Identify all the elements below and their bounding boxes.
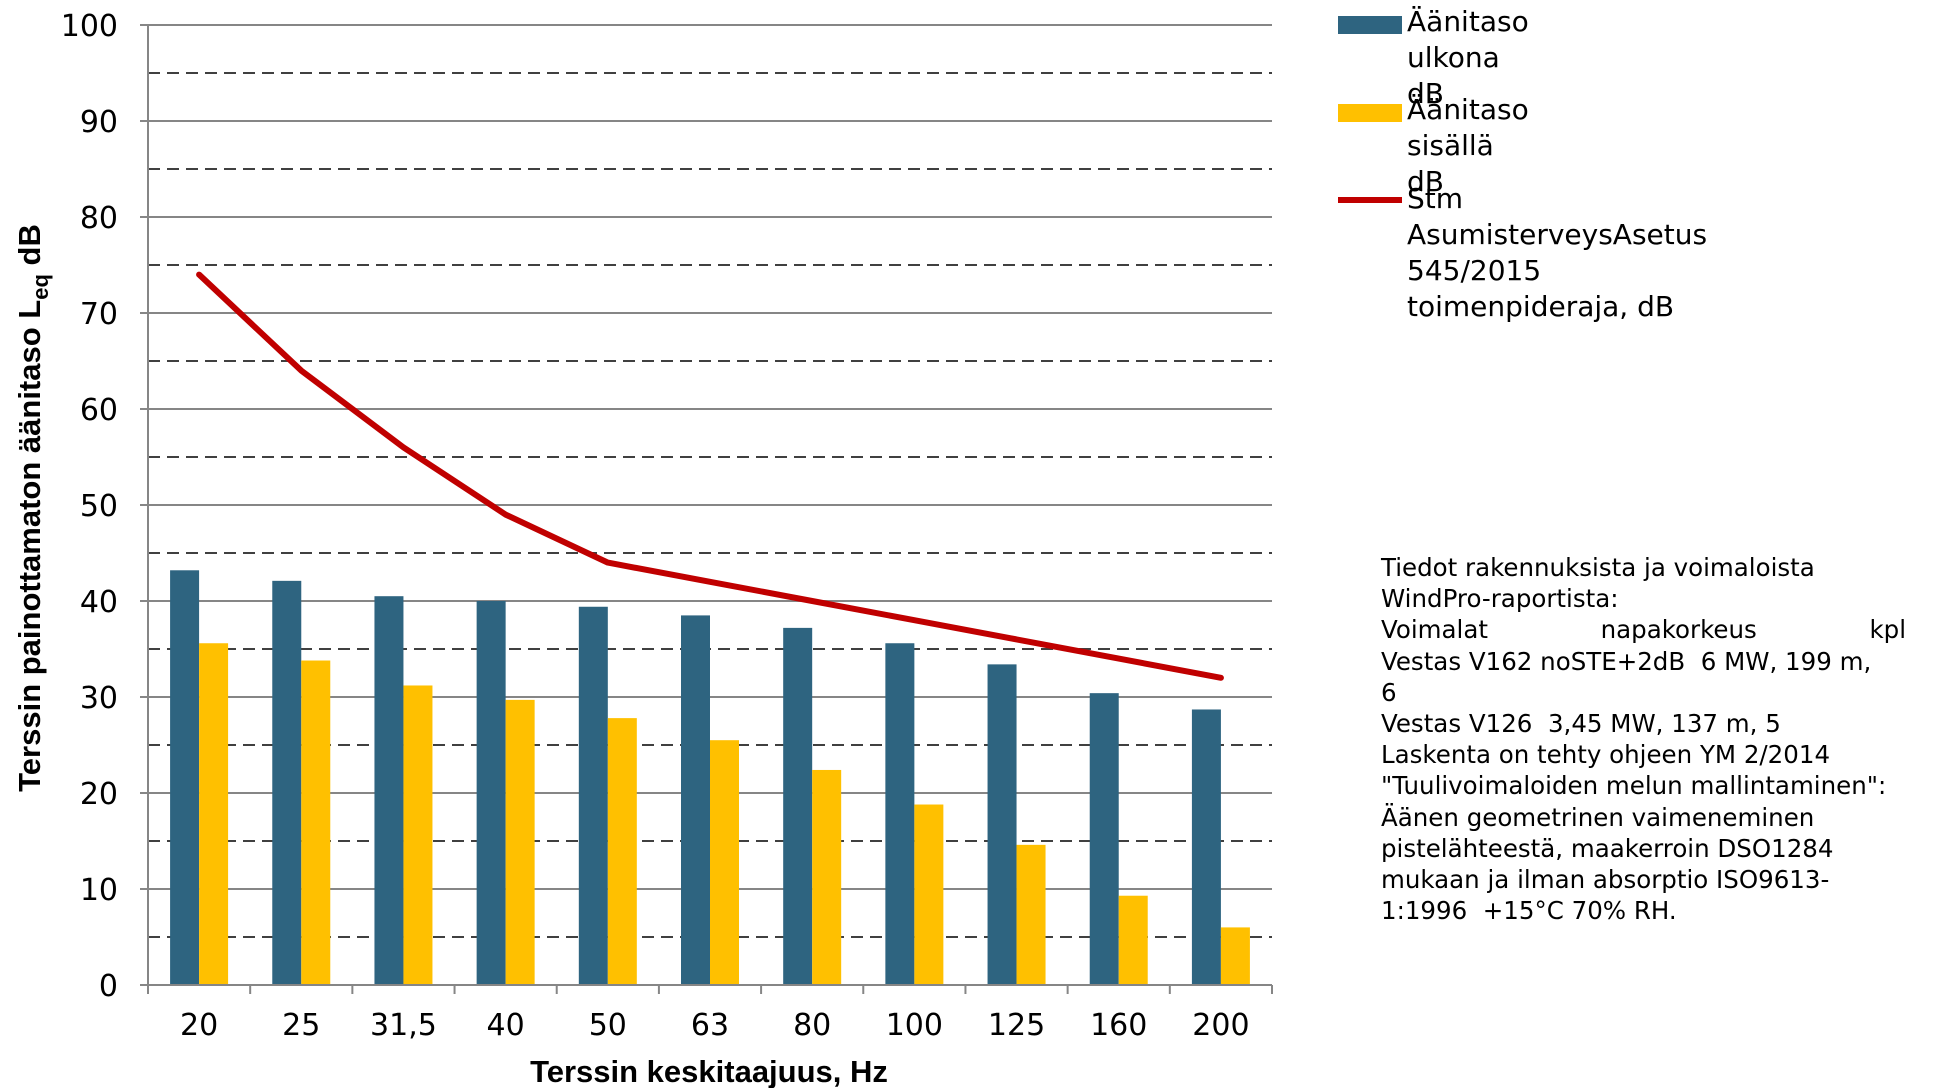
x-tick-label: 31,5	[370, 1008, 437, 1043]
note-line: 6	[1381, 677, 1397, 707]
bar-indoor	[403, 685, 433, 985]
bar-indoor	[505, 699, 535, 985]
bar-outdoor	[578, 606, 608, 985]
x-tick-label: 125	[988, 1008, 1045, 1043]
bar-outdoor	[374, 596, 404, 985]
note-line: mukaan ja ilman absorptio ISO9613-	[1381, 865, 1830, 895]
y-tick-label: 10	[80, 873, 118, 908]
note-line: Tiedot rakennuksista ja voimaloista	[1381, 553, 1815, 582]
legend-swatch-limit	[1338, 197, 1402, 203]
bar-indoor	[1220, 927, 1250, 985]
note-line: WindPro-raportista:	[1381, 584, 1619, 614]
y-tick-label: 40	[80, 585, 118, 620]
note-line: Voimalat napakorkeus kpl	[1381, 614, 1906, 645]
data-source-note: Tiedot rakennuksista ja voimaloista Wind…	[1381, 552, 1906, 926]
x-axis-title: Terssin keskitaajuus, Hz	[530, 1054, 888, 1088]
note-line: pistelähteestä, maakerroin DSO1284	[1381, 833, 1834, 863]
y-tick-label: 80	[80, 201, 118, 236]
note-line: 1:1996 +15°C 70% RH.	[1381, 896, 1677, 926]
x-tick-label: 50	[589, 1008, 627, 1043]
note-word: kpl	[1869, 615, 1906, 645]
note-line: Vestas V162 noSTE+2dB 6 MW, 199 m,	[1381, 646, 1872, 676]
y-tick-label: 100	[61, 9, 118, 44]
limit-line-path	[196, 271, 1224, 681]
note-line: Äänen geometrinen vaimeneminen	[1381, 802, 1815, 832]
bar-indoor	[1016, 844, 1046, 985]
bar-outdoor	[272, 580, 302, 985]
y-tick-labels: 0 10 20 30 40 50 60 70 80 90 100	[61, 9, 118, 1004]
y-tick-label: 0	[99, 969, 118, 1004]
y-tick-label: 90	[80, 105, 118, 140]
legend-label-limit: Stm AsumisterveysAsetus 545/2015 toimenp…	[1407, 182, 1708, 323]
bar-outdoor	[1191, 709, 1221, 985]
bar-indoor	[199, 643, 229, 985]
bar-indoor	[914, 804, 944, 985]
legend-swatch-indoor	[1338, 104, 1402, 122]
x-tick-label: 25	[282, 1008, 320, 1043]
bar-outdoor	[885, 643, 915, 985]
note-line: Vestas V126 3,45 MW, 137 m, 5	[1381, 709, 1781, 739]
bar-indoor	[812, 769, 842, 985]
y-tick-label: 30	[80, 681, 118, 716]
x-tick-label: 63	[691, 1008, 729, 1043]
x-tick-label: 100	[886, 1008, 943, 1043]
bar-indoor	[710, 740, 739, 985]
bar-outdoor	[1089, 693, 1119, 985]
legend-swatch-outdoor	[1338, 16, 1402, 34]
bar-indoor	[1118, 895, 1148, 985]
bar-indoor	[301, 660, 331, 985]
bar-outdoor	[476, 601, 506, 985]
limit-line	[196, 271, 1224, 681]
note-word: Voimalat	[1381, 615, 1488, 645]
bars	[170, 570, 1250, 985]
bar-outdoor	[783, 627, 813, 985]
x-tick-label: 160	[1090, 1008, 1147, 1043]
x-tick-label: 40	[487, 1008, 525, 1043]
bar-indoor	[607, 718, 637, 985]
bar-outdoor	[987, 664, 1017, 985]
note-word: napakorkeus	[1600, 615, 1757, 645]
bar-outdoor	[170, 570, 200, 985]
y-tick-label: 70	[80, 297, 118, 332]
y-axis-title: Terssin painottamaton äänitaso Leq dB	[12, 224, 53, 792]
axes	[140, 24, 1273, 994]
note-line: Laskenta on tehty ohjeen YM 2/2014	[1381, 740, 1831, 770]
y-tick-label: 60	[80, 393, 118, 428]
bar-outdoor	[681, 615, 710, 985]
x-tick-label: 200	[1192, 1008, 1249, 1043]
legend-label-outdoor: Äänitaso ulkona dB	[1407, 5, 1529, 110]
note-line: "Tuulivoimaloiden melun mallintaminen":	[1381, 771, 1887, 801]
x-tick-label: 20	[180, 1008, 218, 1043]
x-tick-labels: 20 25 31,5 40 50 63 80 100 125 160 200	[180, 1008, 1250, 1043]
x-tick-label: 80	[793, 1008, 831, 1043]
y-tick-label: 20	[80, 777, 118, 812]
chart: 0 10 20 30 40 50 60 70 80 90 100 20 25 31,5 40 50 63 80 1…	[12, 9, 1273, 1088]
legend-label-indoor: Äänitaso sisällä dB	[1407, 93, 1529, 198]
y-tick-label: 50	[80, 489, 118, 524]
